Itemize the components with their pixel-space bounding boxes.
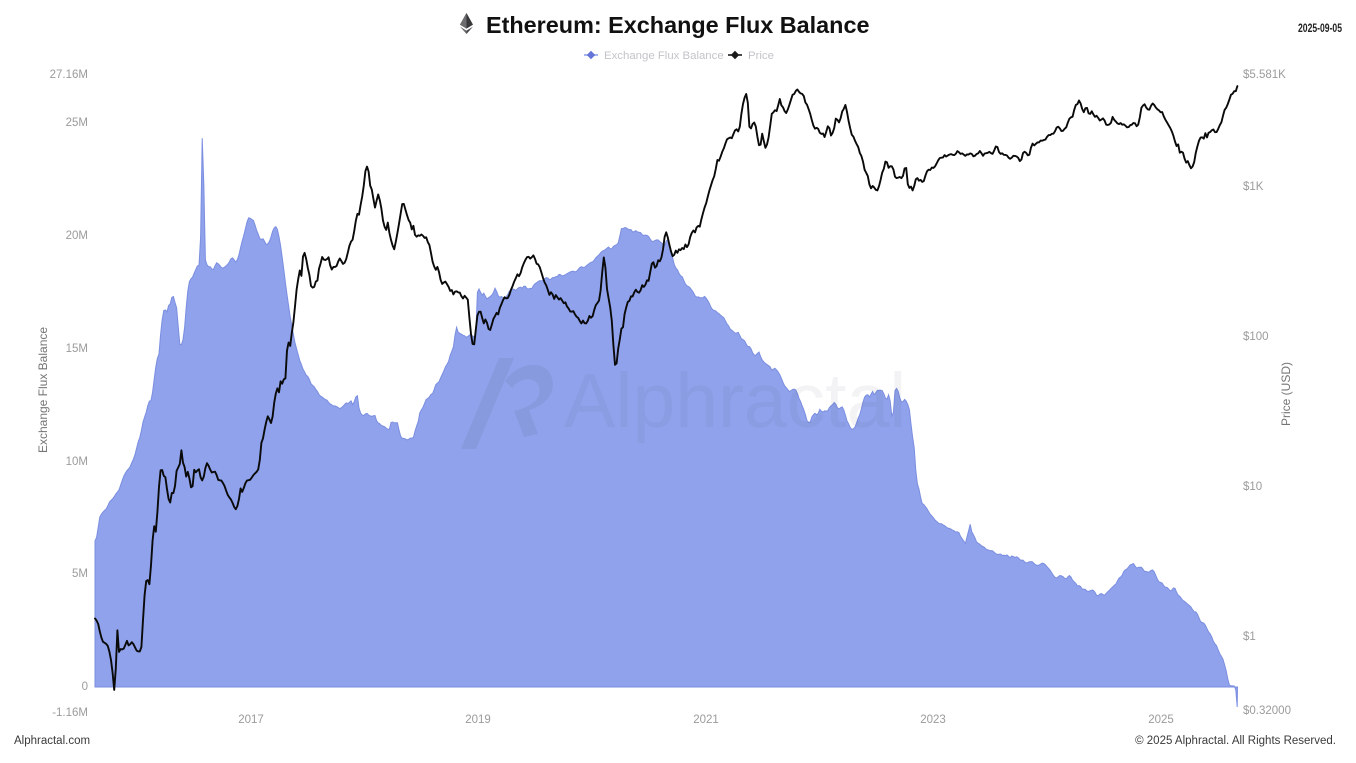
- svg-text:2017: 2017: [238, 714, 264, 726]
- svg-text:20M: 20M: [66, 230, 88, 242]
- svg-text:25M: 25M: [66, 117, 88, 129]
- svg-text:Alphractal: Alphractal: [564, 358, 906, 444]
- svg-text:10M: 10M: [66, 456, 88, 468]
- svg-text:Price (USD): Price (USD): [1279, 362, 1293, 426]
- svg-text:© 2025 Alphractal. All Rights: © 2025 Alphractal. All Rights Reserved.: [1135, 735, 1336, 747]
- svg-text:Ethereum: Exchange Flux Balanc: Ethereum: Exchange Flux Balance: [486, 12, 869, 38]
- svg-text:2021: 2021: [693, 714, 719, 726]
- svg-text:Exchange Flux Balance: Exchange Flux Balance: [604, 50, 724, 62]
- svg-text:$100: $100: [1243, 331, 1269, 343]
- svg-text:$5.581K: $5.581K: [1243, 69, 1286, 81]
- svg-text:2025: 2025: [1148, 714, 1174, 726]
- svg-text:$10: $10: [1243, 481, 1262, 493]
- svg-text:2019: 2019: [465, 714, 491, 726]
- svg-text:$1: $1: [1243, 631, 1256, 643]
- svg-text:$0.32000: $0.32000: [1243, 705, 1291, 717]
- svg-text:2025-09-05: 2025-09-05: [1298, 23, 1342, 35]
- svg-text:-1.16M: -1.16M: [52, 707, 88, 719]
- svg-text:2023: 2023: [920, 714, 946, 726]
- svg-text:15M: 15M: [66, 343, 88, 355]
- svg-text:$1K: $1K: [1243, 181, 1264, 193]
- svg-text:Alphractal.com: Alphractal.com: [14, 735, 90, 747]
- svg-text:Price: Price: [748, 50, 774, 62]
- svg-text:0: 0: [82, 681, 88, 693]
- svg-text:Exchange Flux Balance: Exchange Flux Balance: [36, 327, 50, 453]
- svg-text:5M: 5M: [72, 568, 88, 580]
- svg-text:27.16M: 27.16M: [50, 69, 88, 81]
